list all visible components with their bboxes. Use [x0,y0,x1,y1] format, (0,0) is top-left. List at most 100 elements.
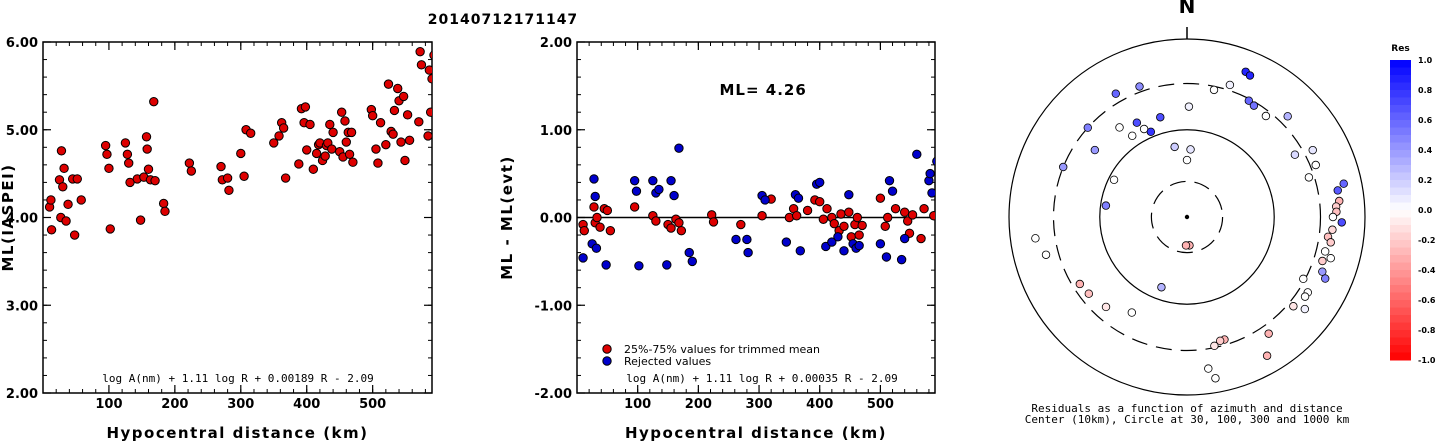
y-tick-label: -1.00 [535,299,572,314]
data-point [222,173,233,183]
data-point [308,164,319,174]
data-point [634,261,644,271]
x-tick-label: 400 [293,397,320,412]
colorbar-tick-label: -0.6 [1418,296,1436,305]
station-residual-point [1326,238,1335,247]
colorbar-segment [1390,315,1411,323]
colorbar-segment [1390,240,1411,248]
colorbar-segment [1390,67,1411,76]
colorbar-tick-label: 0.0 [1418,206,1433,215]
data-point [381,139,391,150]
data-point [902,216,913,226]
data-point [578,253,588,263]
data-point [424,65,432,75]
x-tick-label: 300 [745,397,772,412]
data-point [400,155,410,166]
data-point [601,260,611,270]
data-point [150,175,160,186]
data-point [56,146,67,156]
colorbar-segment [1390,352,1411,361]
data-point [102,149,112,160]
x-axis-label: Hypocentral distance (km) [106,424,368,441]
colorbar-segment [1390,60,1411,68]
data-point [590,191,600,202]
data-points [44,46,432,240]
station-residual-point [1300,304,1310,314]
station-residual-point [1128,131,1137,141]
colorbar-tick-label: -0.8 [1418,326,1436,335]
data-point [63,199,73,210]
data-point [341,137,351,147]
data-point [882,212,893,223]
station-residual-point [1084,289,1094,298]
y-tick-label: 5.00 [6,124,38,139]
station-residual-point [1328,225,1337,234]
data-point [100,140,111,151]
data-point [742,234,752,245]
data-point [348,157,358,167]
data-point [896,254,907,265]
data-point [929,211,935,221]
plot-ml-vs-distance: 2.00 3.00 4.00 5.00 6.00 100 200 300 400 500 Hypoc… [0,36,433,441]
colorbar-segment [1390,142,1411,151]
data-point [124,158,134,168]
data-point [839,246,849,256]
station-residual-point [1146,127,1156,136]
data-point [648,175,658,186]
station-residual-point [1290,150,1300,159]
data-point [629,175,640,186]
colorbar-segment [1390,150,1411,158]
north-label: N [1179,0,1196,18]
data-point [662,260,672,270]
data-point [743,247,753,258]
y-tick-label: 1.00 [540,124,572,139]
station-residual-point [1209,85,1219,95]
data-point [827,237,837,247]
colorbar-segment [1390,300,1411,308]
data-point [135,215,146,225]
colorbar-segment [1390,75,1411,83]
data-point [676,225,687,236]
data-point [654,184,664,195]
station-residual-point [1308,145,1317,155]
colorbar-segment [1390,270,1411,278]
station-residual-point [1210,341,1219,351]
data-point [793,193,804,203]
data-point [105,224,115,234]
ml-value-label: ML= 4.26 [720,81,807,99]
data-point [402,110,413,120]
data-point [186,166,197,176]
data-point [59,163,69,174]
station-residual-point [1283,112,1292,121]
data-point [791,211,802,221]
data-point [328,127,338,138]
colorbar-tick-label: 0.6 [1418,116,1433,125]
formula-annotation: log A(nm) + 1.11 log R + 0.00035 R - 2.0… [626,372,898,385]
station-residual-point [1289,302,1298,311]
colorbar-segment [1390,247,1411,256]
x-axis-label: Hypocentral distance (km) [625,424,887,441]
data-point [245,128,256,138]
station-residual-point [1337,218,1346,227]
data-point [854,240,864,251]
data-point [398,91,409,102]
station-residual-point [1318,256,1327,266]
data-point [880,221,890,231]
data-point [815,197,825,207]
data-point [236,148,246,159]
station-residual-point [1041,250,1051,259]
data-point [393,83,403,94]
data-point [383,79,394,89]
data-point [224,185,234,195]
x-tick-label: 200 [685,397,712,412]
data-point [592,212,602,223]
data-point [327,144,337,154]
station-residual-point [1261,111,1271,121]
data-point [602,205,613,216]
data-point [589,202,599,212]
data-point [427,74,432,84]
data-point [822,204,832,214]
data-point [311,148,322,159]
colorbar-segment [1390,255,1411,263]
data-point [423,131,432,141]
